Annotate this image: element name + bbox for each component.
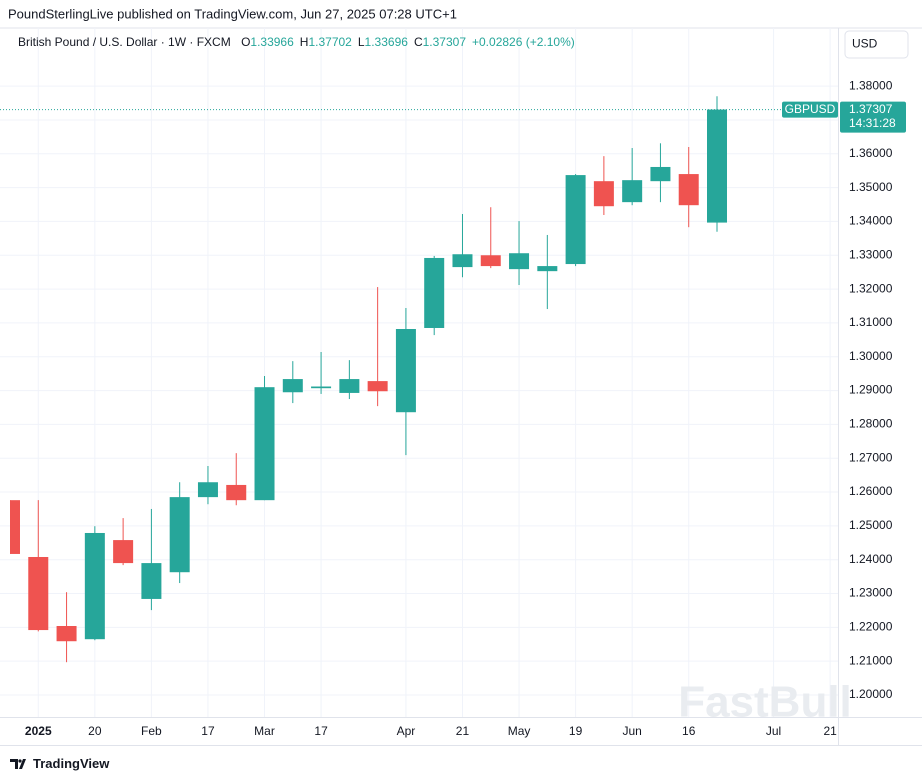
symbol-tag-text: GBPUSD xyxy=(785,102,836,116)
x-tick-label: May xyxy=(508,724,531,738)
grid xyxy=(0,28,838,717)
candles xyxy=(10,96,727,663)
legend: British Pound / U.S. Dollar · 1W · FXCM … xyxy=(18,35,575,49)
y-tick-label: 1.33000 xyxy=(849,247,893,261)
x-tick-label: 16 xyxy=(682,724,696,738)
candle-body xyxy=(56,626,77,642)
y-tick-label: 1.35000 xyxy=(849,180,893,194)
candle-body xyxy=(141,563,162,599)
candle-body xyxy=(565,175,586,265)
candle-body xyxy=(28,556,49,631)
footer-brand: TradingView xyxy=(33,756,110,771)
symbol-title: British Pound / U.S. Dollar · 1W · FXCM xyxy=(18,35,231,49)
candle-body xyxy=(113,540,134,564)
legend-label: L xyxy=(358,35,365,49)
legend-change: +0.02826 (+2.10%) xyxy=(472,35,575,49)
y-tick-label: 1.32000 xyxy=(849,281,893,295)
y-tick-label: 1.21000 xyxy=(849,653,893,667)
y-tick-label: 1.23000 xyxy=(849,586,893,600)
candle-body xyxy=(452,254,473,268)
x-tick-label: 20 xyxy=(88,724,102,738)
candle-body xyxy=(197,482,218,498)
candle-body xyxy=(537,266,558,272)
x-tick-label: 17 xyxy=(201,724,215,738)
candle-body xyxy=(282,379,303,393)
x-tick-label: Apr xyxy=(397,724,416,738)
y-tick-label: 1.29000 xyxy=(849,383,893,397)
candle-body xyxy=(226,484,247,501)
candle-body xyxy=(593,181,614,207)
watermark: FastBull xyxy=(678,678,852,727)
price-tag xyxy=(840,101,906,133)
legend-value: 1.33966 xyxy=(250,35,294,49)
x-tick-label: 17 xyxy=(314,724,328,738)
candle-body xyxy=(339,379,360,393)
y-tick-label: 1.22000 xyxy=(849,620,893,634)
y-tick-label: 1.36000 xyxy=(849,146,893,160)
y-tick-label: 1.27000 xyxy=(849,450,893,464)
y-tick-label: 1.34000 xyxy=(849,214,893,228)
x-tick-label: 2025 xyxy=(25,724,52,738)
candle-body xyxy=(678,174,699,206)
candle-body xyxy=(509,253,530,270)
candle-body xyxy=(424,257,445,328)
y-tick-label: 1.25000 xyxy=(849,518,893,532)
x-tick-label: Jul xyxy=(766,724,781,738)
legend-label: C xyxy=(414,35,423,49)
y-tick-label: 1.20000 xyxy=(849,687,893,701)
x-tick-label: Feb xyxy=(141,724,162,738)
y-tick-label: 1.24000 xyxy=(849,552,893,566)
candle-body xyxy=(254,387,275,501)
legend-value: 1.33696 xyxy=(365,35,409,49)
candle-body xyxy=(10,500,20,554)
tradingview-logo xyxy=(10,759,26,769)
symbol-tag xyxy=(782,101,838,118)
publisher-line: PoundSterlingLive published on TradingVi… xyxy=(8,6,457,21)
candle-body xyxy=(311,386,332,389)
candle-body xyxy=(169,497,190,573)
candle-body xyxy=(480,255,501,267)
y-tick-label: 1.38000 xyxy=(849,78,893,92)
currency[interactable]: USD xyxy=(852,37,878,51)
legend-label: O xyxy=(241,35,250,49)
legend-value: 1.37307 xyxy=(423,35,467,49)
legend-value: 1.37702 xyxy=(308,35,352,49)
candle-body xyxy=(395,329,416,413)
y-tick-label: 1.30000 xyxy=(849,349,893,363)
x-tick-label: 19 xyxy=(569,724,583,738)
y-tick-label: 1.28000 xyxy=(849,417,893,431)
candle-body xyxy=(650,166,671,182)
candle-body xyxy=(707,109,727,223)
price-tag-price: 1.37307 xyxy=(849,102,893,116)
price-tag-countdown: 14:31:28 xyxy=(849,116,896,130)
y-tick-label: 1.31000 xyxy=(849,315,893,329)
candle-body xyxy=(367,381,388,392)
y-tick-label: 1.26000 xyxy=(849,484,893,498)
candle-body xyxy=(84,532,105,640)
x-tick-label: Mar xyxy=(254,724,275,738)
x-tick-label: 21 xyxy=(456,724,470,738)
currency-box[interactable] xyxy=(844,30,909,59)
candle-body xyxy=(622,180,643,203)
legend-label: H xyxy=(300,35,309,49)
x-tick-label: 21 xyxy=(823,724,837,738)
x-tick-label: Jun xyxy=(622,724,641,738)
